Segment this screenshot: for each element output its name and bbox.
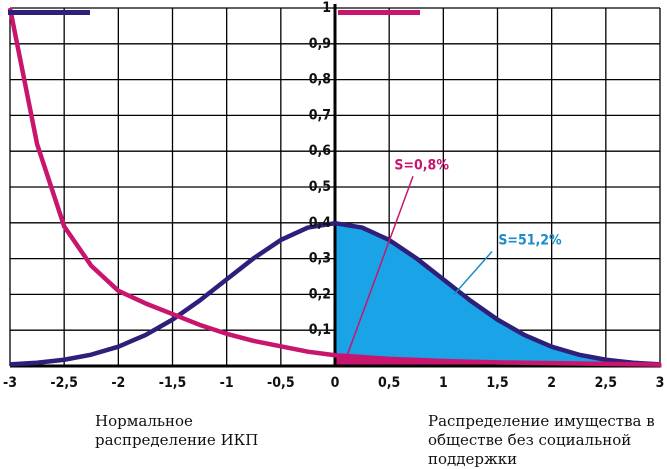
y-tick-label: 0,3 xyxy=(309,251,331,267)
x-tick-label: -2,5 xyxy=(50,375,78,391)
x-tick-label: 1 xyxy=(439,375,448,391)
x-tick-label: -2 xyxy=(111,375,125,391)
x-tick-label: 0 xyxy=(331,375,340,391)
y-tick-label: 0,7 xyxy=(309,107,331,123)
x-tick-label: 2,5 xyxy=(595,375,617,391)
y-tick-label: 0,8 xyxy=(309,72,331,88)
series-line xyxy=(7,7,661,367)
x-tick-label: 1,5 xyxy=(486,375,508,391)
x-tick-label: -0,5 xyxy=(267,375,295,391)
legend-label: Распределение имущества в обществе без с… xyxy=(428,412,655,468)
x-tick-label: -1 xyxy=(220,375,234,391)
annotation: S=0,8% xyxy=(394,158,449,174)
y-tick-label: 0,6 xyxy=(309,143,332,159)
y-tick-label: 0,4 xyxy=(309,215,332,231)
annotation-leader xyxy=(345,176,414,360)
annotation-leader xyxy=(453,250,493,295)
annotation: S=51,2% xyxy=(498,233,562,249)
y-tick-label: 1 xyxy=(322,0,331,16)
y-tick-label: 0,2 xyxy=(309,286,331,302)
legend-label: Нормальное распределение ИКП xyxy=(95,412,259,449)
legend-swatch xyxy=(8,10,90,15)
y-tick-label: 0,5 xyxy=(309,179,331,195)
x-tick-label: 0,5 xyxy=(378,375,400,391)
x-tick-label: 3 xyxy=(656,375,665,391)
y-tick-label: 0,9 xyxy=(309,36,331,52)
chart: -3 -2,5 -2 -1,5 -1 -0,5 0 0,5 1 1,5 2 2,5 3 0,1 0,2 0,3… xyxy=(3,0,665,391)
x-tick-label: 2 xyxy=(547,375,556,391)
y-tick-label: 0,1 xyxy=(309,322,331,338)
x-tick-label: -1,5 xyxy=(159,375,187,391)
series-line xyxy=(9,220,661,367)
legend-swatch xyxy=(338,10,420,15)
x-tick-label: -3 xyxy=(3,375,17,391)
